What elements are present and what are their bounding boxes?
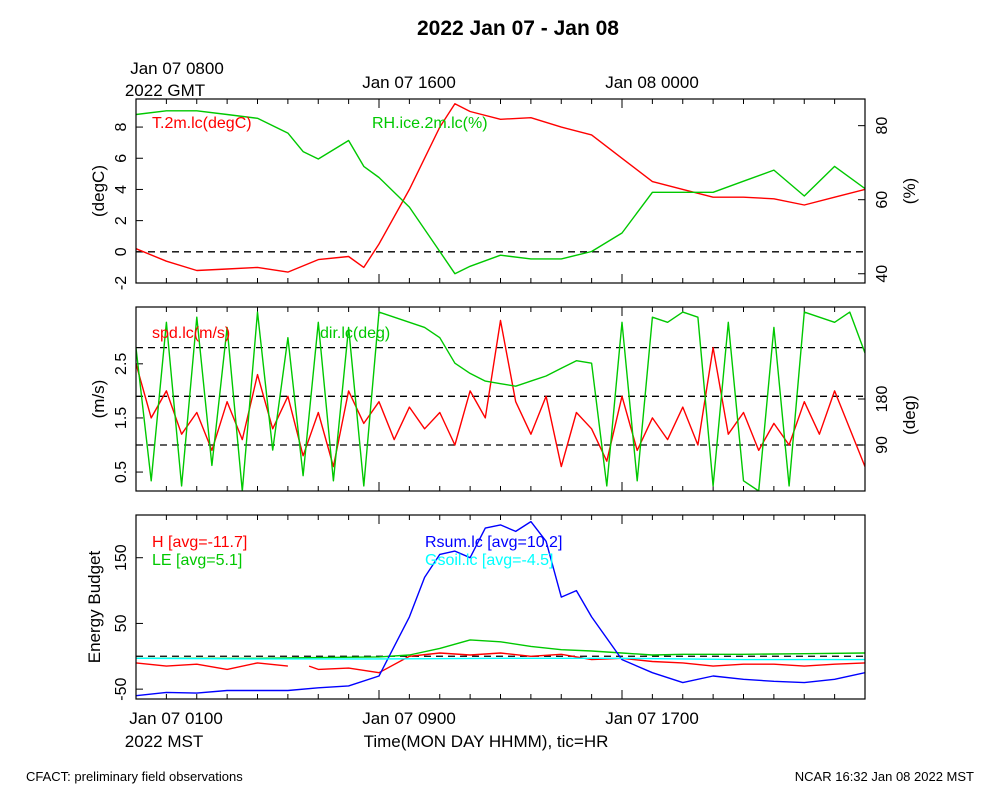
bottom-axis-label: Jan 07 0100 [129,709,223,728]
y-tick-label: 2 [113,216,130,225]
y2-tick-label: 60 [874,191,891,209]
y-axis-title-right: (deg) [900,395,919,435]
legend-label-h: H [avg=-11.7] [152,534,247,551]
series-line-rh-ice-2m-lc [136,110,865,275]
panel-frame-wind [135,306,866,492]
y-tick-label: 50 [113,614,130,632]
bottom-axis-label: Jan 07 0900 [362,709,456,728]
series-line-spd-lc-m-s [136,319,865,468]
series-line-t-2m-lc-degc [136,103,865,273]
bottom-axis-sublabel: 2022 MST [125,732,203,751]
y-tick-label: 8 [113,123,130,132]
bottom-axis-label: Jan 07 1700 [605,709,699,728]
series-line-gsoil-lc [136,657,865,661]
y-tick-label: 6 [113,154,130,163]
series-line-rsum-lc [136,520,865,697]
y-tick-label: 150 [113,544,130,571]
y-axis-title-left: Energy Budget [85,550,104,663]
footer-left-note: CFACT: preliminary field observations [26,769,243,784]
top-axis-sublabel: 2022 GMT [125,81,205,100]
panel-frame-energy [135,514,866,700]
top-axis-label: Jan 08 0000 [605,73,699,92]
series-line-h [136,652,865,674]
chart-panel-2: 0.5 1.5 2.5 90 180 [113,307,891,491]
y-tick-label: 2.5 [113,353,130,375]
chart-title: 2022 Jan 07 - Jan 08 [417,17,619,40]
legend-label-speed: spd.lc(m/s) [152,325,230,342]
top-axis-label: Jan 07 0800 [130,59,224,78]
y-tick-label: 0.5 [113,461,130,483]
y-tick-label: 4 [113,185,130,194]
x-axis-title: Time(MON DAY HHMM), tic=HR [364,732,609,751]
footer-right-stamp: NCAR 16:32 Jan 08 2022 MST [795,769,974,784]
y-axis-title-left: (degC) [89,165,108,217]
y-tick-label: -50 [113,677,130,700]
chart-panel-1: -2 0 2 4 6 8 40 60 80 [113,99,891,290]
chart-panel-3: -50 50 150 [113,515,866,701]
panel-frame-temperature [135,98,866,284]
legend-label-gsoil: Gsoil.lc [avg=-4.5] [425,552,554,569]
series-line-dir-lc-deg [136,311,865,491]
y-axis-title-left: (m/s) [89,380,108,419]
y2-tick-label: 180 [874,386,891,413]
y-axis-title-right: (%) [900,178,919,204]
y-tick-label: -2 [113,276,130,290]
y-tick-label: 1.5 [113,407,130,429]
series-line-le [136,639,865,659]
legend-label-direction: dir.lc(deg) [320,325,390,342]
top-axis-label: Jan 07 1600 [362,73,456,92]
y-tick-label: 0 [113,247,130,256]
y2-tick-label: 40 [874,265,891,283]
y2-tick-label: 90 [874,436,891,454]
legend-label-rsum: Rsum.lc [avg=10.2] [425,534,562,551]
y2-tick-label: 80 [874,117,891,135]
legend-label-rh-ice: RH.ice.2m.lc(%) [372,115,488,132]
legend-label-temperature: T.2m.lc(degC) [152,115,252,132]
legend-label-le: LE [avg=5.1] [152,552,242,569]
